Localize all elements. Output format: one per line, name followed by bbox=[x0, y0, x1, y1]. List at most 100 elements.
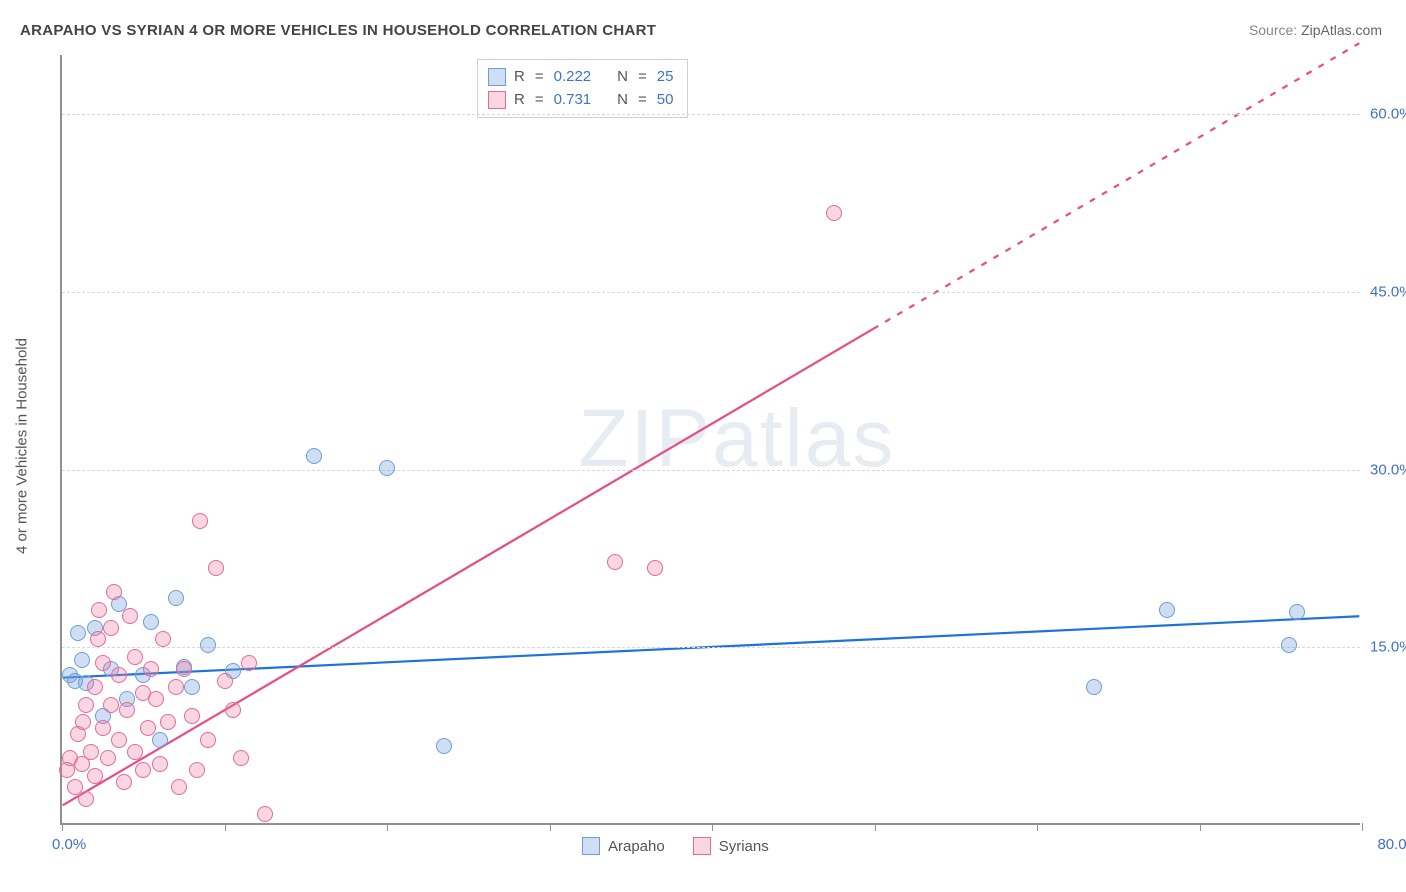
scatter-point-syrians bbox=[78, 697, 94, 713]
scatter-point-arapaho bbox=[1281, 637, 1297, 653]
y-axis-label: 4 or more Vehicles in Household bbox=[14, 338, 31, 554]
stats-eq: = bbox=[638, 66, 647, 89]
scatter-point-arapaho bbox=[74, 652, 90, 668]
gridline-h bbox=[62, 470, 1360, 471]
scatter-point-syrians bbox=[233, 750, 249, 766]
scatter-point-arapaho bbox=[168, 590, 184, 606]
scatter-point-syrians bbox=[257, 806, 273, 822]
legend-swatch-arapaho bbox=[582, 837, 600, 855]
stats-eq: = bbox=[535, 66, 544, 89]
scatter-point-syrians bbox=[152, 756, 168, 772]
source-label: Source: bbox=[1249, 22, 1297, 38]
x-axis-min-label: 0.0% bbox=[52, 836, 86, 853]
x-tick bbox=[550, 823, 551, 831]
gridline-h bbox=[62, 647, 1360, 648]
stats-N-label: N bbox=[617, 66, 628, 89]
scatter-point-syrians bbox=[87, 679, 103, 695]
legend-item-arapaho: Arapaho bbox=[582, 837, 665, 855]
scatter-point-syrians bbox=[143, 661, 159, 677]
scatter-point-arapaho bbox=[143, 614, 159, 630]
x-tick bbox=[62, 823, 63, 831]
stats-N-value: 50 bbox=[657, 89, 674, 112]
scatter-point-syrians bbox=[90, 631, 106, 647]
scatter-point-syrians bbox=[100, 750, 116, 766]
x-tick bbox=[712, 823, 713, 831]
scatter-point-arapaho bbox=[1289, 604, 1305, 620]
legend-label: Syrians bbox=[719, 838, 769, 855]
gridline-h bbox=[62, 114, 1360, 115]
scatter-point-arapaho bbox=[436, 738, 452, 754]
x-tick bbox=[1362, 823, 1363, 831]
stats-N-value: 25 bbox=[657, 66, 674, 89]
scatter-point-syrians bbox=[78, 791, 94, 807]
source-credit: Source: ZipAtlas.com bbox=[1249, 22, 1382, 38]
watermark: ZIPatlas bbox=[579, 392, 896, 486]
scatter-point-syrians bbox=[95, 720, 111, 736]
scatter-point-syrians bbox=[148, 691, 164, 707]
scatter-point-syrians bbox=[119, 702, 135, 718]
x-tick bbox=[225, 823, 226, 831]
chart-title: ARAPAHO VS SYRIAN 4 OR MORE VEHICLES IN … bbox=[20, 22, 656, 39]
source-value: ZipAtlas.com bbox=[1301, 22, 1382, 38]
scatter-point-arapaho bbox=[379, 460, 395, 476]
gridline-h bbox=[62, 292, 1360, 293]
stats-row-arapaho: R = 0.222 N = 25 bbox=[488, 66, 673, 89]
scatter-point-syrians bbox=[95, 655, 111, 671]
scatter-point-syrians bbox=[103, 620, 119, 636]
scatter-point-syrians bbox=[171, 779, 187, 795]
scatter-point-syrians bbox=[91, 602, 107, 618]
stats-R-value: 0.222 bbox=[554, 66, 592, 89]
scatter-point-syrians bbox=[155, 631, 171, 647]
scatter-point-syrians bbox=[168, 679, 184, 695]
x-axis-max-label: 80.0% bbox=[1377, 836, 1406, 853]
trend-lines-svg bbox=[62, 55, 1360, 823]
scatter-point-syrians bbox=[217, 673, 233, 689]
scatter-point-syrians bbox=[106, 584, 122, 600]
scatter-point-syrians bbox=[607, 554, 623, 570]
scatter-point-syrians bbox=[135, 762, 151, 778]
swatch-syrians bbox=[488, 91, 506, 109]
scatter-point-syrians bbox=[103, 697, 119, 713]
x-tick bbox=[387, 823, 388, 831]
scatter-point-syrians bbox=[208, 560, 224, 576]
scatter-point-arapaho bbox=[184, 679, 200, 695]
swatch-arapaho bbox=[488, 68, 506, 86]
x-tick bbox=[875, 823, 876, 831]
y-tick-label: 45.0% bbox=[1370, 283, 1406, 300]
chart-container: ARAPAHO VS SYRIAN 4 OR MORE VEHICLES IN … bbox=[0, 0, 1406, 892]
scatter-point-syrians bbox=[647, 560, 663, 576]
trendline-syrians-solid bbox=[63, 329, 873, 805]
scatter-point-syrians bbox=[75, 714, 91, 730]
scatter-point-syrians bbox=[122, 608, 138, 624]
stats-R-label: R bbox=[514, 89, 525, 112]
stats-R-label: R bbox=[514, 66, 525, 89]
scatter-point-syrians bbox=[127, 649, 143, 665]
stats-N-label: N bbox=[617, 89, 628, 112]
scatter-point-syrians bbox=[140, 720, 156, 736]
scatter-point-syrians bbox=[160, 714, 176, 730]
legend-swatch-syrians bbox=[693, 837, 711, 855]
bottom-legend: Arapaho Syrians bbox=[582, 837, 769, 855]
scatter-point-syrians bbox=[127, 744, 143, 760]
stats-eq: = bbox=[638, 89, 647, 112]
y-tick-label: 15.0% bbox=[1370, 639, 1406, 656]
y-tick-label: 60.0% bbox=[1370, 106, 1406, 123]
x-tick bbox=[1200, 823, 1201, 831]
scatter-point-syrians bbox=[189, 762, 205, 778]
scatter-point-arapaho bbox=[1086, 679, 1102, 695]
scatter-point-syrians bbox=[192, 513, 208, 529]
scatter-point-syrians bbox=[826, 205, 842, 221]
scatter-point-arapaho bbox=[306, 448, 322, 464]
plot-area: ZIPatlas R=0.222N=25R=0.731N=50 0.0% 80.… bbox=[60, 55, 1360, 825]
scatter-point-arapaho bbox=[200, 637, 216, 653]
x-tick bbox=[1037, 823, 1038, 831]
scatter-point-syrians bbox=[83, 744, 99, 760]
stats-eq: = bbox=[535, 89, 544, 112]
scatter-point-syrians bbox=[176, 661, 192, 677]
scatter-point-arapaho bbox=[1159, 602, 1175, 618]
legend-label: Arapaho bbox=[608, 838, 665, 855]
trendline-syrians-dashed bbox=[873, 43, 1359, 329]
y-tick-label: 30.0% bbox=[1370, 461, 1406, 478]
scatter-point-syrians bbox=[241, 655, 257, 671]
scatter-point-syrians bbox=[184, 708, 200, 724]
